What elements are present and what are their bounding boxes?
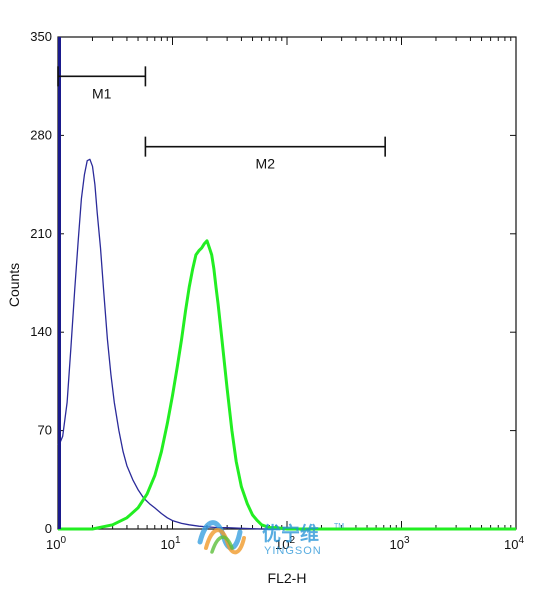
- y-tick-label: 280: [30, 127, 52, 142]
- x-tick-exponent: 3: [404, 535, 410, 546]
- x-tick-exponent: 2: [289, 535, 295, 546]
- y-tick-label: 350: [30, 29, 52, 44]
- x-tick-label: 104: [504, 535, 524, 552]
- x-tick-base: 10: [389, 537, 403, 552]
- x-tick-label: 102: [275, 535, 295, 552]
- watermark-text-cn: 优宁维: [262, 522, 319, 545]
- x-tick-base: 10: [160, 537, 174, 552]
- gate-markers: M1 M2: [57, 66, 386, 172]
- x-tick-label: 100: [46, 535, 66, 552]
- y-tick-label: 140: [30, 324, 52, 339]
- series-line-control: [57, 158, 516, 530]
- watermark-text-en: YINGSON: [264, 545, 322, 557]
- y-tick-label: 0: [45, 521, 52, 536]
- y-tick-label: 70: [38, 423, 52, 438]
- series-line-sample: [58, 239, 516, 531]
- x-axis-ticks: 100 101 102 103 104: [46, 37, 524, 552]
- logo-swoosh-green: [210, 535, 234, 554]
- y-axis-title: Counts: [6, 263, 22, 307]
- y-tick-label: 210: [30, 226, 52, 241]
- x-tick-exponent: 1: [175, 535, 181, 546]
- x-axis-title: FL2-H: [268, 570, 307, 586]
- x-tick-base: 10: [275, 537, 289, 552]
- series-layer: [57, 37, 516, 531]
- x-tick-label: 101: [160, 535, 180, 552]
- gate-label: M1: [92, 85, 112, 101]
- logo-swoosh-orange: [204, 528, 246, 555]
- x-tick-exponent: 4: [518, 535, 524, 546]
- x-tick-exponent: 0: [60, 535, 66, 546]
- watermark-logo: 优宁维 TM YINGSON: [197, 520, 344, 557]
- x-tick-label: 103: [389, 535, 409, 552]
- y-axis-ticks: 0 70 140 210 280 350: [30, 29, 516, 536]
- gate-label: M2: [256, 156, 276, 172]
- x-tick-base: 10: [504, 537, 518, 552]
- watermark-tm: TM: [334, 523, 344, 530]
- x-tick-base: 10: [46, 537, 60, 552]
